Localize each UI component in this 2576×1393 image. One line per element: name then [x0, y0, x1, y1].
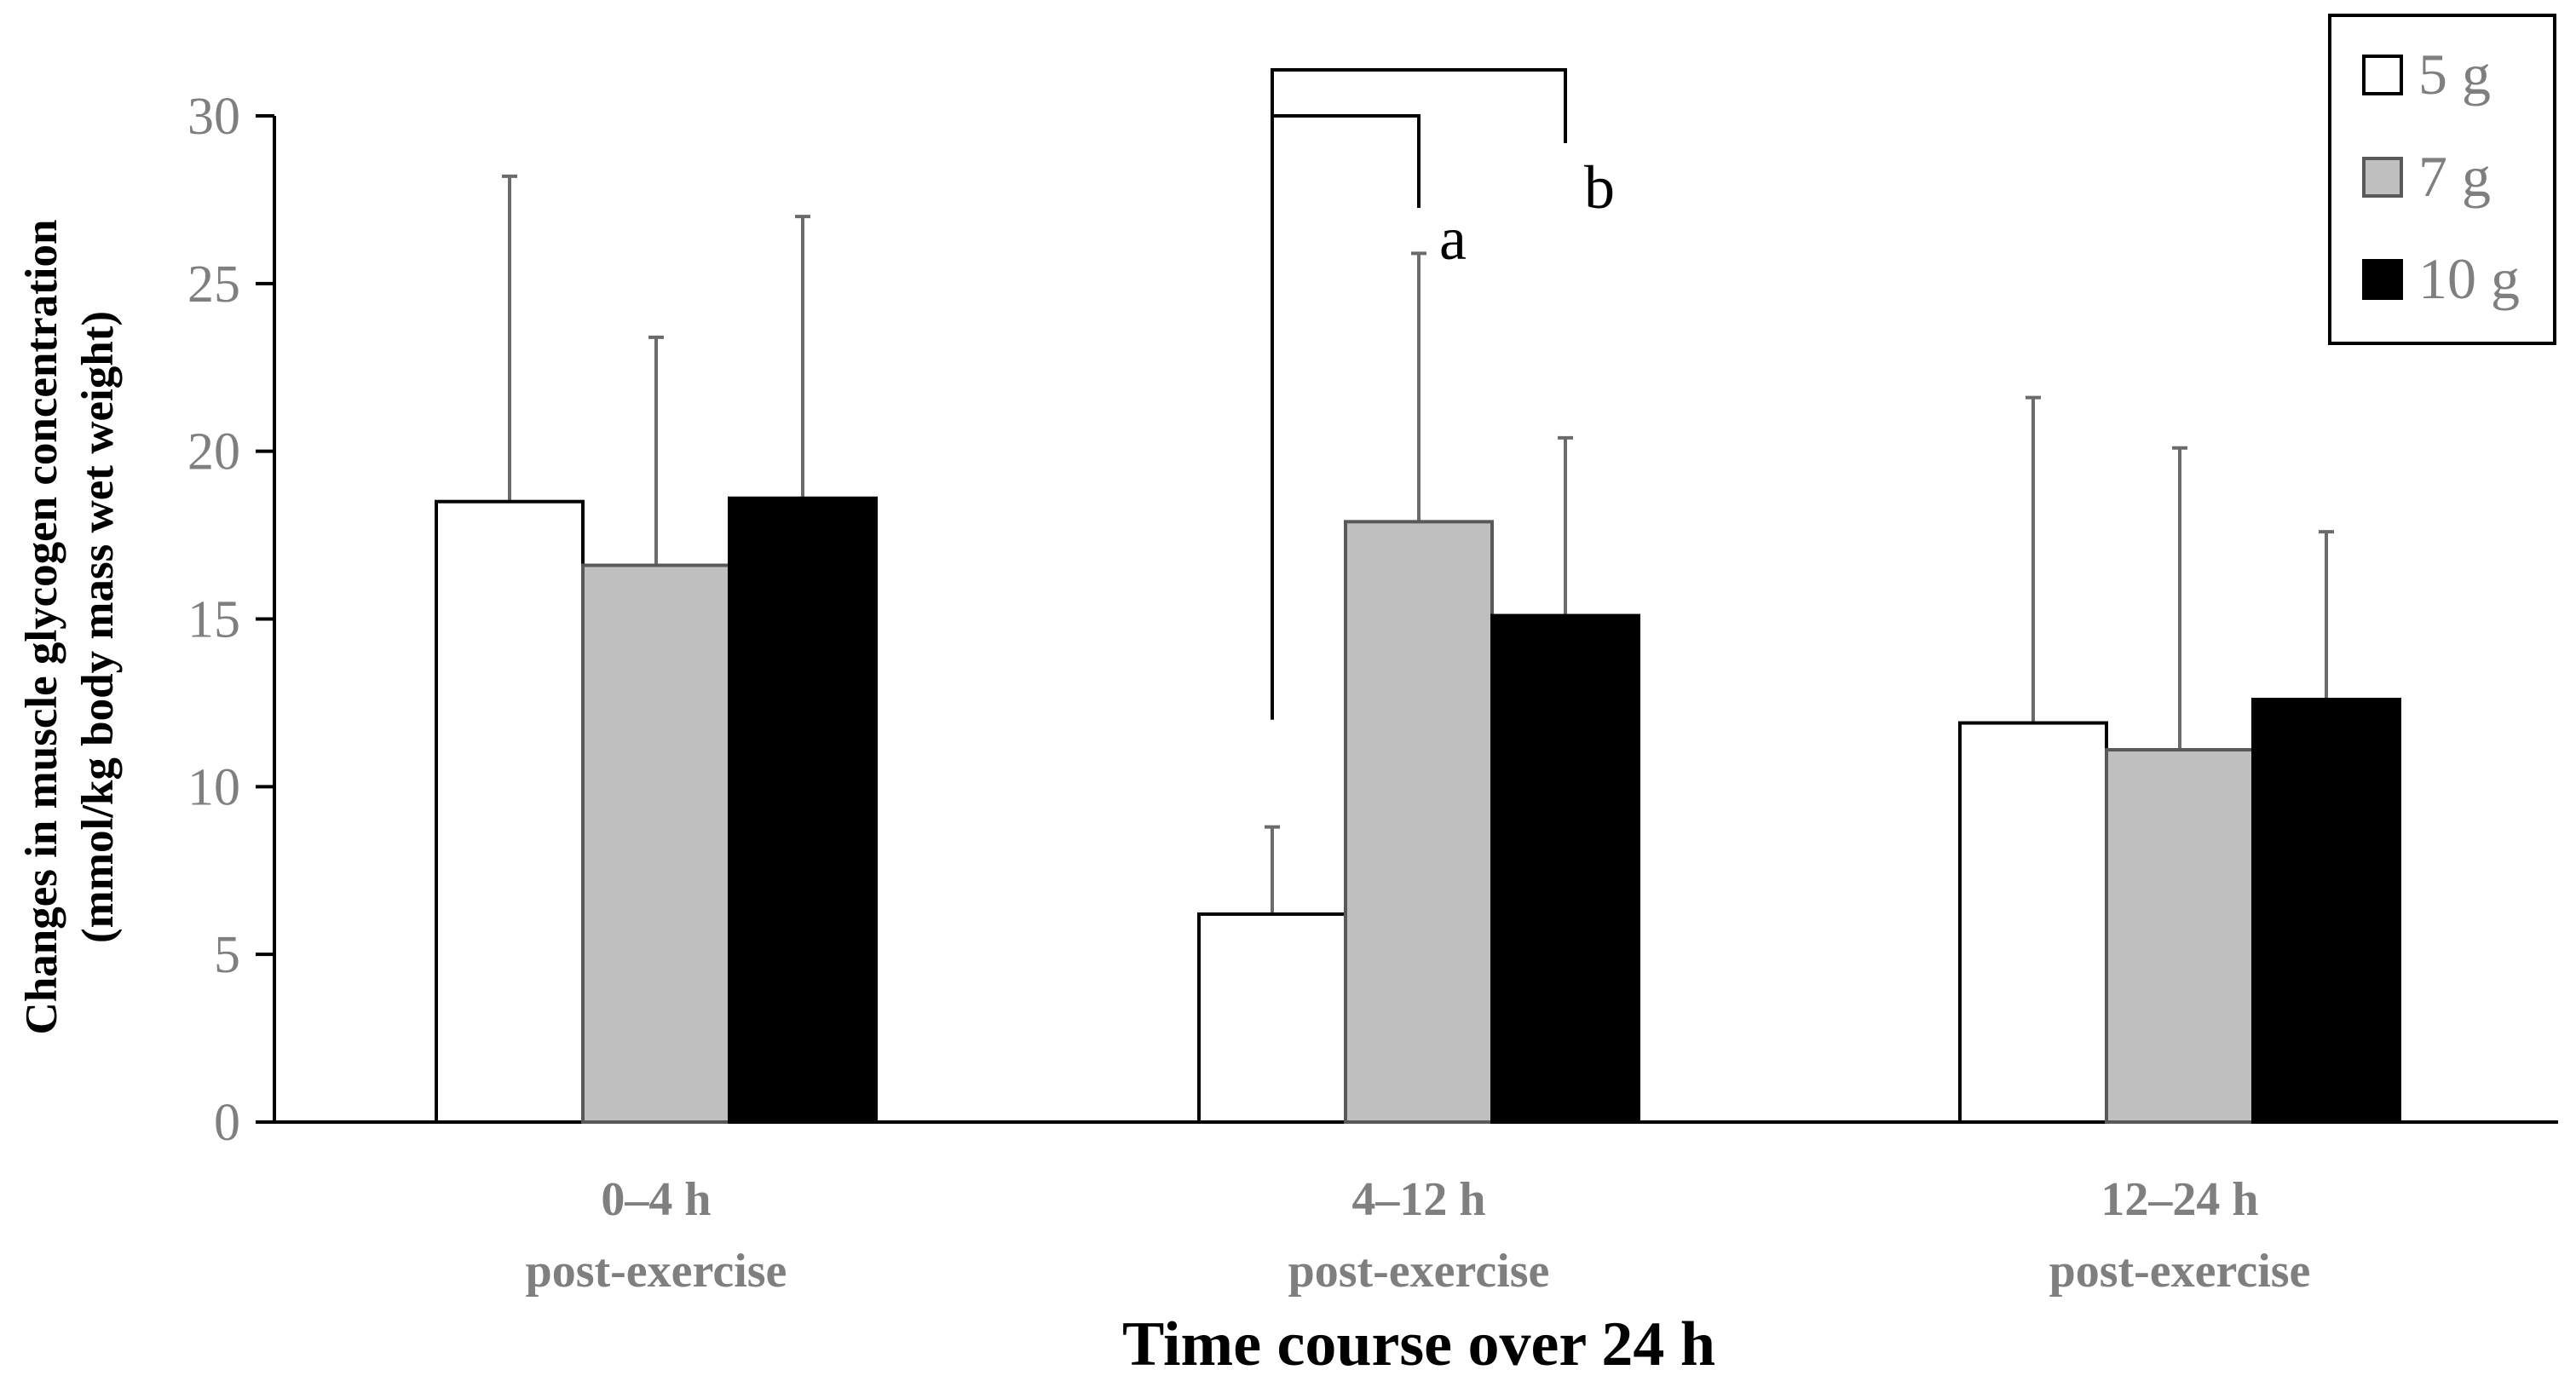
bar-7g-1	[1344, 520, 1494, 1124]
legend-swatch-5g	[2362, 55, 2403, 95]
legend-label-5g: 5 g	[2418, 42, 2491, 106]
bar-5g-1	[1197, 912, 1347, 1124]
bar-7g-2	[2105, 748, 2255, 1125]
category-sublabel-0: post-exercise	[526, 1245, 787, 1298]
y-tick-label: 20	[187, 423, 240, 481]
bar-5g-0	[435, 499, 585, 1124]
legend-swatch-10g	[2362, 259, 2403, 300]
y-tick-label: 5	[214, 926, 240, 984]
y-axis-title-line-1: Changes in muscle glycogen concentration	[17, 220, 66, 1035]
significance-bracket-b	[1271, 68, 1567, 720]
bar-5g-2	[1958, 721, 2108, 1125]
y-tick-label: 0	[214, 1094, 240, 1152]
bar-10g-1	[1490, 613, 1640, 1124]
category-sublabel-2: post-exercise	[2049, 1245, 2311, 1298]
significance-label-a: a	[1439, 204, 1467, 273]
y-tick-label: 15	[187, 591, 240, 649]
y-tick-label: 30	[187, 88, 240, 146]
legend-label-7g: 7 g	[2418, 144, 2491, 209]
bar-10g-2	[2251, 697, 2401, 1124]
legend-label-10g: 10 g	[2418, 246, 2520, 311]
y-tick-label: 25	[187, 256, 240, 314]
significance-label-b: b	[1584, 153, 1615, 222]
y-tick-label: 10	[187, 758, 240, 816]
category-sublabel-1: post-exercise	[1288, 1245, 1550, 1298]
category-label-1: 4–12 h	[1351, 1173, 1485, 1226]
legend-swatch-7g	[2362, 157, 2403, 198]
y-axis-title-line-2: (mmol/kg body mass wet weight)	[73, 311, 123, 943]
legend: 5 g 7 g 10 g	[2328, 14, 2556, 345]
category-label-2: 12–24 h	[2101, 1173, 2258, 1226]
x-axis-title: Time course over 24 h	[1122, 1310, 1715, 1379]
bar-10g-0	[728, 496, 878, 1124]
category-label-0: 0–4 h	[601, 1173, 711, 1226]
plot-area: 0 5 10 15 20 25 30 a b 0–4 h post-exercise 4–12 h po…	[187, 68, 2558, 1298]
bar-7g-0	[581, 563, 731, 1124]
y-axis-title: Changes in muscle glycogen concentration…	[17, 220, 123, 1035]
